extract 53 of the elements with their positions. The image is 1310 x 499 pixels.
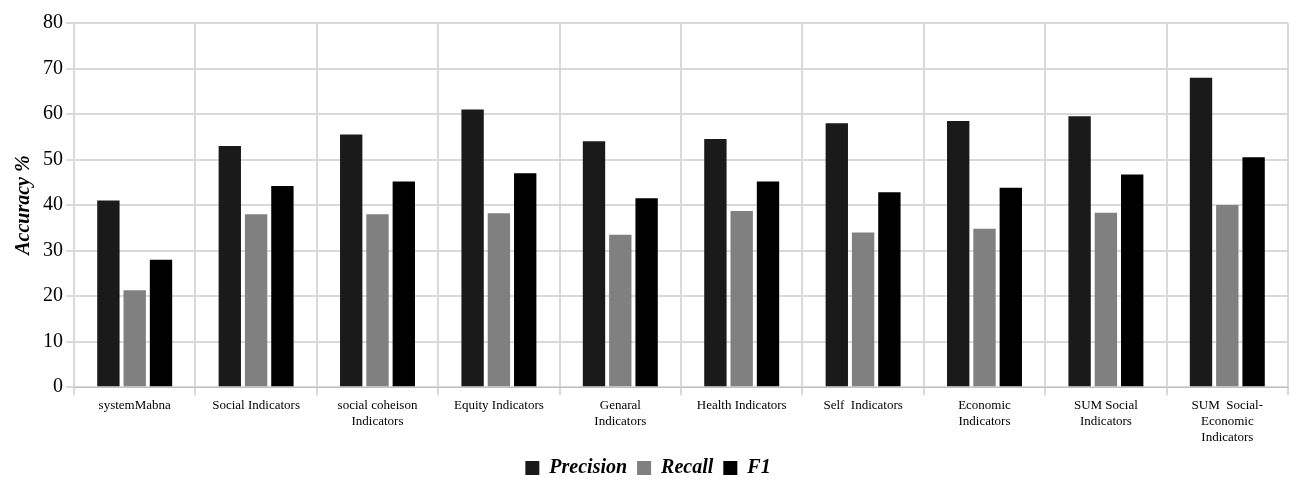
x-tick-label: systemMabna xyxy=(98,397,172,413)
bar xyxy=(704,139,727,387)
y-tick-label: 30 xyxy=(43,237,63,260)
bar xyxy=(1094,212,1118,387)
bar xyxy=(1189,77,1213,387)
y-tick-label: 70 xyxy=(43,55,63,78)
bar xyxy=(487,213,511,387)
legend-label: F1 xyxy=(746,455,771,478)
bar xyxy=(878,192,901,387)
bar xyxy=(756,181,780,387)
x-tick-label: Health Indicators xyxy=(696,397,787,413)
x-tick-label: Self Indicators xyxy=(823,397,903,413)
y-axis-title: Accuracy % xyxy=(11,155,35,257)
bar xyxy=(999,187,1022,387)
legend-label: Precision xyxy=(548,455,628,478)
bar xyxy=(635,198,658,387)
legend-label: Recall xyxy=(660,455,714,478)
bar xyxy=(244,214,268,387)
x-tick-label: SUM Social Indicators xyxy=(1073,397,1139,429)
bar xyxy=(97,200,120,387)
bar xyxy=(973,228,996,387)
bar xyxy=(1242,157,1265,387)
bar xyxy=(609,234,632,387)
bar xyxy=(218,145,241,387)
bar xyxy=(271,185,294,387)
bar xyxy=(730,211,753,387)
y-tick-label: 80 xyxy=(43,10,63,33)
bar xyxy=(366,214,389,387)
bar xyxy=(947,120,970,387)
bar xyxy=(582,141,606,387)
bar xyxy=(1216,205,1239,387)
x-tick-label: Economic Indicators xyxy=(958,397,1012,429)
bar xyxy=(514,173,537,387)
x-tick-label: social coheison Indicators xyxy=(337,397,418,429)
y-tick-label: 40 xyxy=(43,192,63,215)
y-tick-label: 10 xyxy=(43,328,63,351)
bar xyxy=(851,232,875,387)
bar xyxy=(825,123,848,387)
bar xyxy=(149,259,173,387)
x-tick-label: Genaral Indicators xyxy=(594,397,647,429)
bar xyxy=(461,109,484,387)
bar xyxy=(340,134,363,387)
bar xyxy=(1121,174,1144,387)
bar xyxy=(1068,116,1091,387)
y-tick-label: 50 xyxy=(43,146,63,169)
x-tick-label: Social Indicators xyxy=(212,397,300,413)
y-tick-label: 60 xyxy=(43,101,63,124)
x-tick-label: SUM Social-Economic Indicators xyxy=(1191,397,1264,444)
bar xyxy=(123,290,146,387)
y-tick-label: 20 xyxy=(43,283,63,306)
y-tick-label: 0 xyxy=(53,374,63,397)
x-tick-label: Equity Indicators xyxy=(453,397,544,413)
bar xyxy=(392,181,415,387)
